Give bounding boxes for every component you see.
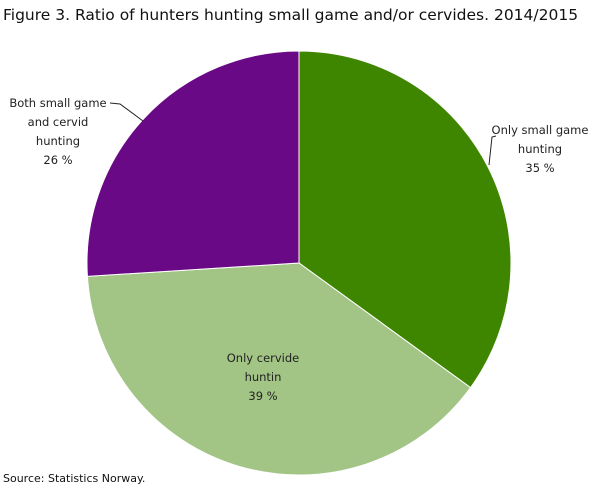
slice-label: Both small game xyxy=(9,96,106,110)
pie-slice xyxy=(86,262,472,476)
slice-label: Only small game xyxy=(492,123,589,137)
slice-value-label: 39 % xyxy=(248,389,277,403)
slice-label: and cervid xyxy=(28,115,89,129)
leader-line xyxy=(109,102,144,122)
source-note: Source: Statistics Norway. xyxy=(3,472,146,485)
leader-line xyxy=(488,135,497,166)
slice-label: huntin xyxy=(245,370,282,384)
slice-value-label: 26 % xyxy=(43,153,72,167)
pie-slice xyxy=(298,50,512,389)
pie-slice xyxy=(86,50,300,277)
slice-label: hunting xyxy=(518,142,562,156)
chart-title: Figure 3. Ratio of hunters hunting small… xyxy=(3,6,579,24)
slice-value-label: 35 % xyxy=(525,161,554,175)
slice-label: hunting xyxy=(36,134,80,148)
slice-label: Only cervide xyxy=(227,351,300,365)
